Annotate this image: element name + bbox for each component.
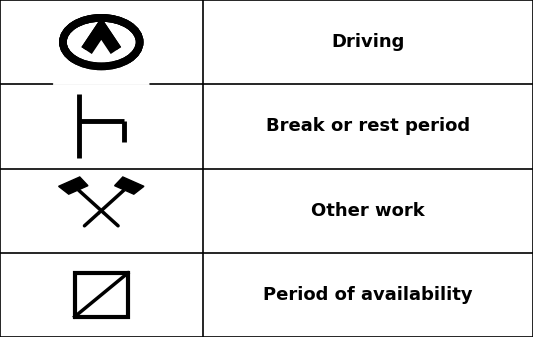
Polygon shape [115,177,144,194]
Text: Other work: Other work [311,202,425,220]
Bar [75,273,128,317]
Text: Break or rest period: Break or rest period [266,117,470,135]
Text: Driving: Driving [331,33,405,51]
Polygon shape [53,29,149,84]
Text: Period of availability: Period of availability [263,286,473,304]
Circle shape [63,18,140,66]
Polygon shape [59,177,88,194]
